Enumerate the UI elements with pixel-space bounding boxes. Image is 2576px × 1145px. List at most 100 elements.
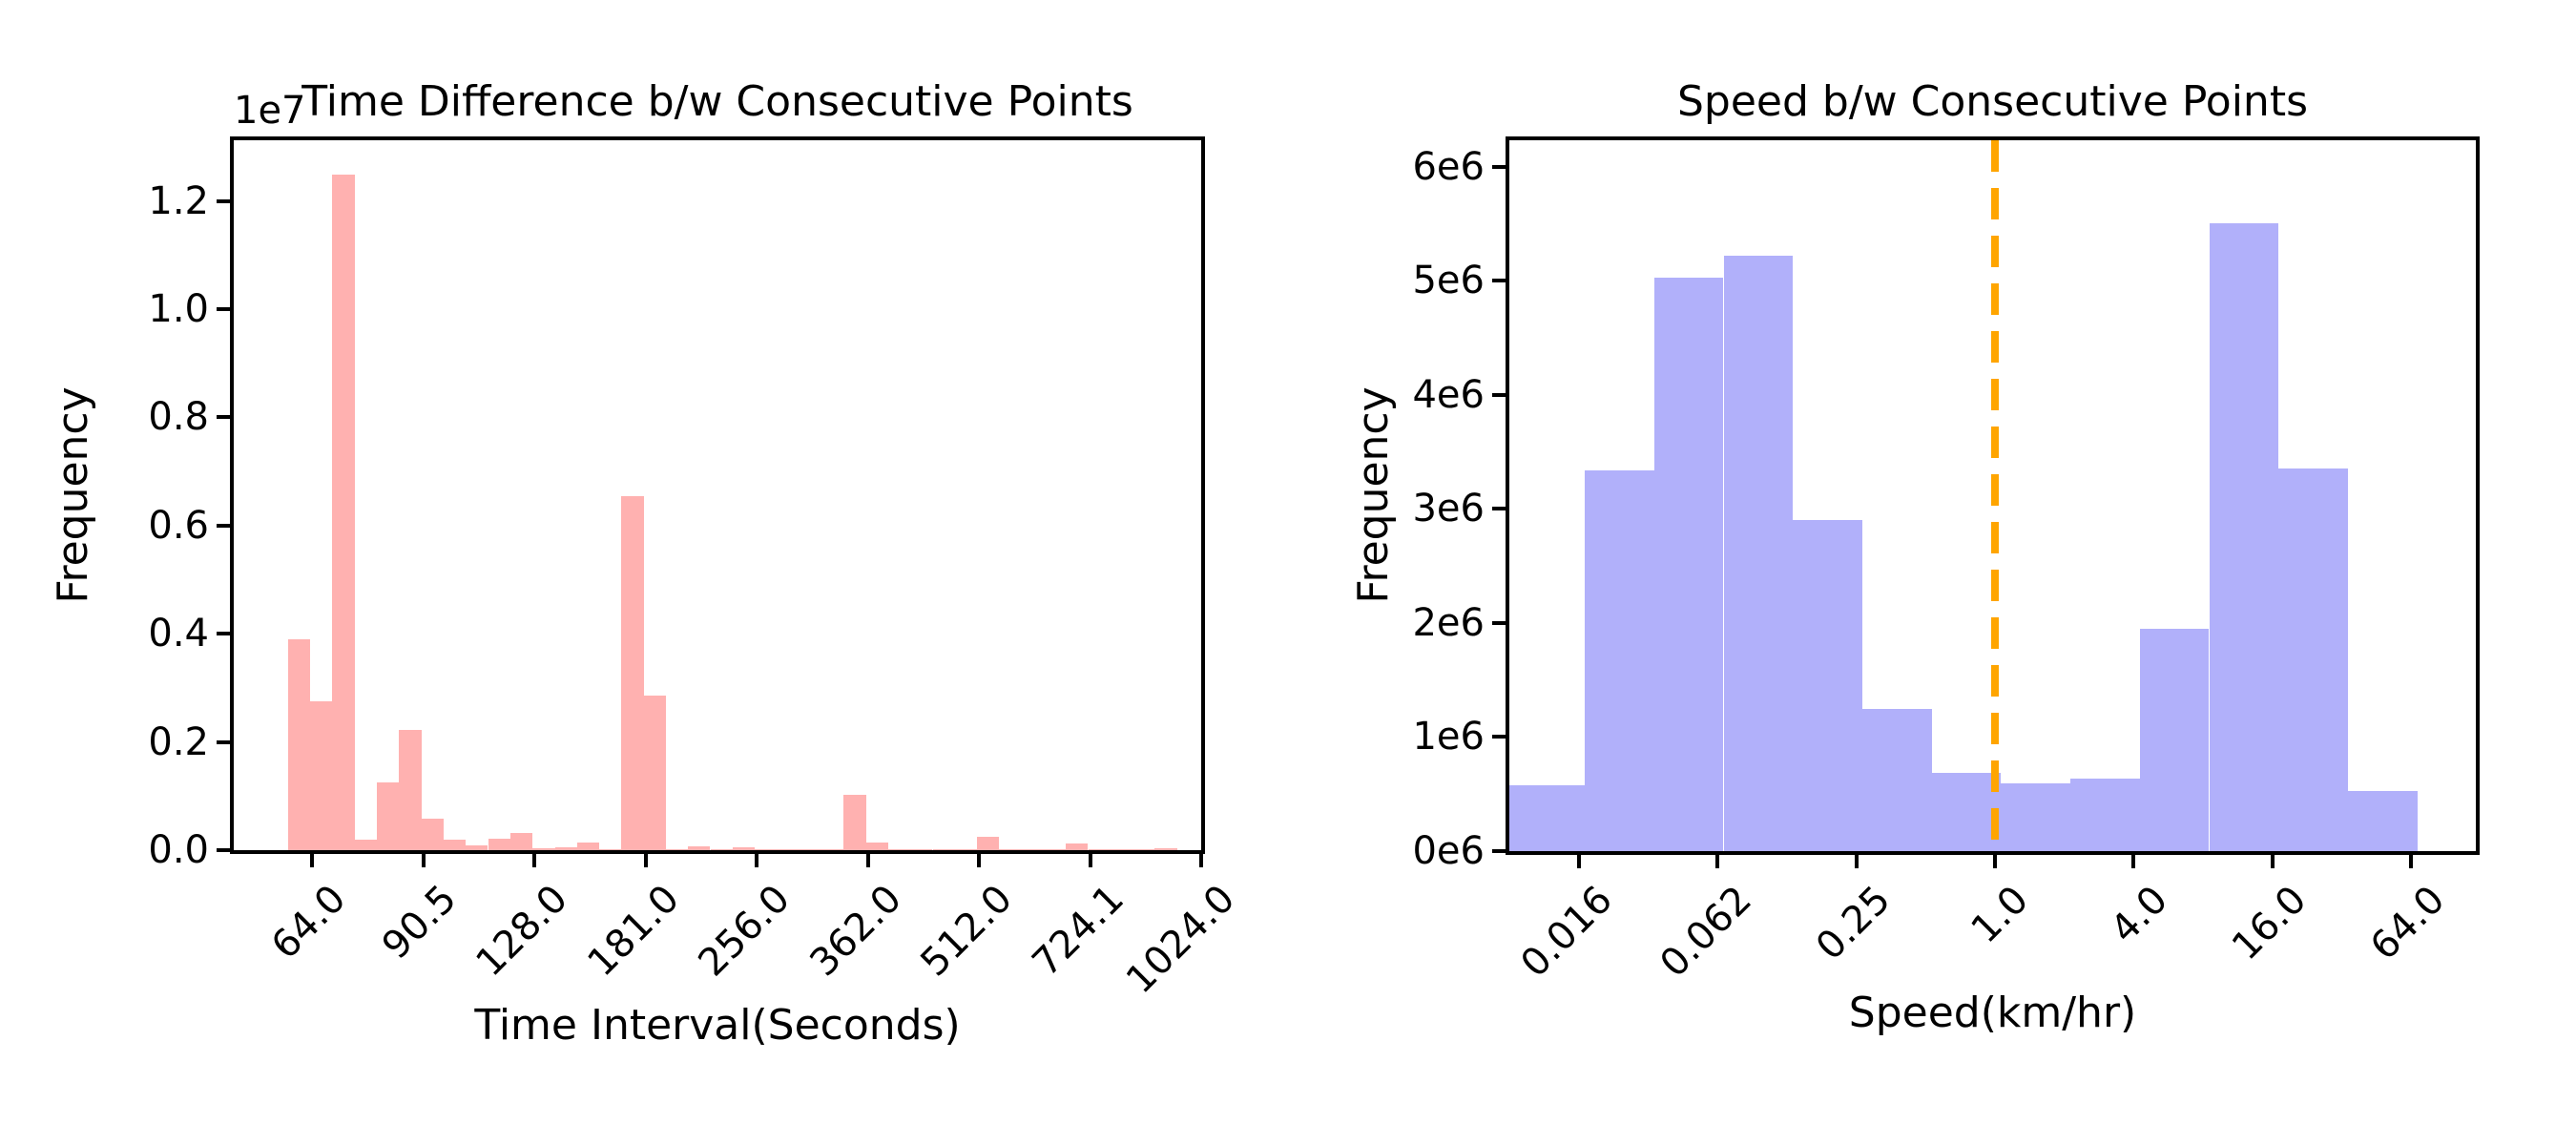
histogram-bar bbox=[2070, 778, 2140, 851]
y-tick-mark bbox=[1492, 392, 1506, 397]
y-tick-mark bbox=[1492, 279, 1506, 283]
y-tick-label: 1e6 bbox=[1412, 715, 1485, 760]
histogram-bar bbox=[977, 836, 1000, 850]
histogram-bar bbox=[688, 845, 711, 850]
y-tick-mark bbox=[217, 306, 230, 311]
histogram-bar bbox=[2278, 468, 2348, 851]
x-tick-label: 724.1 bbox=[1024, 876, 1132, 986]
histogram-bar bbox=[710, 848, 733, 850]
y-tick-label: 5e6 bbox=[1412, 259, 1485, 303]
threshold-line bbox=[1991, 140, 1999, 851]
histogram-bar bbox=[1508, 784, 1586, 851]
y-tick-mark bbox=[1492, 735, 1506, 739]
y-tick-label: 0e6 bbox=[1412, 829, 1485, 873]
x-tick-mark bbox=[2409, 855, 2414, 868]
histogram-bar bbox=[1793, 520, 1863, 851]
x-tick-mark bbox=[1715, 855, 1720, 868]
histogram-bar bbox=[1154, 847, 1177, 850]
x-tick-mark bbox=[755, 854, 758, 867]
y-tick-label: 1.0 bbox=[148, 286, 209, 331]
histogram-bar bbox=[1723, 255, 1794, 851]
histogram-bar bbox=[1585, 469, 1654, 851]
x-tick-label: 4.0 bbox=[2102, 877, 2176, 952]
x-tick-label: 1.0 bbox=[1963, 877, 2038, 952]
histogram-bar bbox=[488, 839, 510, 850]
histogram-bar bbox=[421, 819, 444, 850]
histogram-bar bbox=[665, 848, 689, 850]
histogram-bar bbox=[755, 848, 778, 850]
x-tick-mark bbox=[310, 854, 314, 867]
y-tick-mark bbox=[217, 523, 230, 528]
y-tick-mark bbox=[217, 198, 230, 203]
y-tick-mark bbox=[217, 632, 230, 636]
x-tick-label: 1024.0 bbox=[1117, 876, 1244, 1003]
y-tick-label: 0.2 bbox=[148, 719, 209, 764]
histogram-bar bbox=[1043, 849, 1067, 850]
y-tick-label: 6e6 bbox=[1412, 144, 1485, 189]
x-tick-label: 0.016 bbox=[1512, 877, 1622, 987]
y-tick-label: 0.4 bbox=[148, 612, 209, 656]
histogram-bar bbox=[2209, 223, 2279, 851]
y-tick-mark bbox=[1492, 849, 1506, 853]
y-tick-mark bbox=[1492, 164, 1506, 169]
histogram-bar bbox=[576, 842, 599, 850]
histogram-bar bbox=[1862, 708, 1932, 851]
histogram-bar bbox=[2139, 628, 2210, 851]
histogram-bar bbox=[2347, 790, 2418, 851]
histogram-bar bbox=[910, 849, 933, 850]
histogram-bar bbox=[1653, 277, 1724, 851]
chart-title: Speed b/w Consecutive Points bbox=[1677, 77, 2308, 126]
histogram-bar bbox=[1931, 772, 2002, 851]
histogram-bar bbox=[732, 847, 756, 850]
histogram-bar bbox=[532, 848, 555, 850]
histogram-bar bbox=[287, 638, 311, 850]
y-tick-label: 0.6 bbox=[148, 503, 209, 548]
histogram-bar bbox=[643, 696, 666, 850]
histogram-bar bbox=[554, 846, 577, 850]
histogram-bar bbox=[1066, 843, 1089, 850]
x-tick-label: 362.0 bbox=[801, 876, 910, 986]
y-tick-label: 4e6 bbox=[1412, 372, 1485, 417]
y-tick-mark bbox=[217, 415, 230, 420]
y-tick-mark bbox=[1492, 620, 1506, 625]
y-tick-label: 3e6 bbox=[1412, 487, 1485, 531]
y-tick-label: 0.8 bbox=[148, 395, 209, 440]
plot-border bbox=[1506, 136, 2480, 855]
histogram-bar bbox=[599, 848, 622, 850]
x-tick-mark bbox=[2270, 855, 2275, 868]
x-tick-label: 512.0 bbox=[912, 876, 1022, 986]
x-tick-label: 0.062 bbox=[1652, 877, 1760, 987]
histogram-bar bbox=[509, 832, 533, 850]
histogram-bar bbox=[354, 840, 378, 850]
histogram-bar bbox=[865, 843, 888, 850]
x-tick-mark bbox=[2131, 855, 2136, 868]
histogram-bar bbox=[1132, 849, 1155, 850]
histogram-bar bbox=[799, 849, 821, 850]
histogram-bar bbox=[332, 175, 355, 850]
histogram-bar bbox=[932, 849, 955, 850]
x-tick-label: 181.0 bbox=[579, 876, 688, 986]
histogram-bar bbox=[821, 848, 844, 850]
y-axis-offset-text: 1e7 bbox=[234, 89, 306, 133]
histogram-bar bbox=[1021, 849, 1044, 850]
x-tick-label: 128.0 bbox=[467, 876, 577, 986]
x-tick-mark bbox=[532, 854, 536, 867]
y-tick-mark bbox=[1492, 507, 1506, 511]
x-axis-label: Speed(km/hr) bbox=[1848, 989, 2137, 1037]
histogram-bar bbox=[1088, 849, 1111, 850]
histogram-bar bbox=[466, 844, 488, 850]
histogram-bar bbox=[399, 730, 422, 850]
plot-border bbox=[230, 136, 1205, 854]
histogram-bar bbox=[2001, 783, 2071, 851]
chart-title: Time Difference b/w Consecutive Points bbox=[301, 77, 1133, 126]
y-tick-mark bbox=[217, 739, 230, 744]
histogram-bar bbox=[887, 849, 911, 850]
x-tick-label: 256.0 bbox=[690, 876, 800, 986]
x-tick-mark bbox=[1199, 854, 1203, 867]
x-tick-mark bbox=[865, 854, 870, 867]
x-tick-mark bbox=[977, 854, 981, 867]
x-tick-label: 0.25 bbox=[1807, 877, 1900, 969]
x-tick-mark bbox=[1993, 855, 1997, 868]
x-tick-mark bbox=[1576, 855, 1581, 868]
